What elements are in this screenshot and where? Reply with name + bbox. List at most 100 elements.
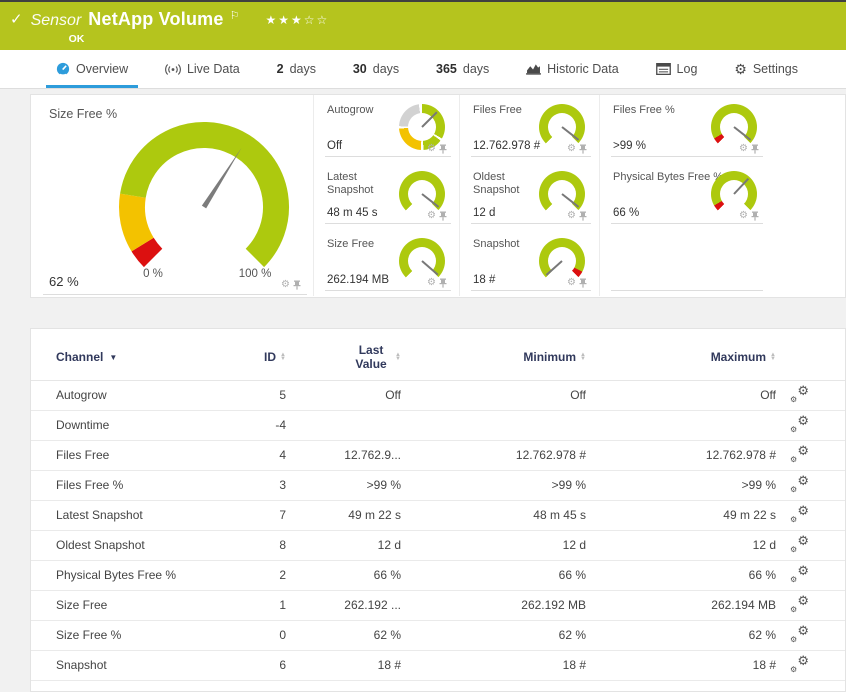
gauge-tile[interactable]: Oldest Snapshot 12 d ⚙ — [459, 162, 599, 229]
column-header-minimum[interactable]: Minimum ▲ ▼ — [523, 350, 586, 365]
column-header-id[interactable]: ID ▲ ▼ — [264, 350, 286, 365]
table-row: Files Free 4 12.762.9... 12.762.978 # 12… — [31, 441, 845, 471]
main-gauge-tile[interactable]: Size Free % 0 % 100 % 62 % ⚙ — [31, 95, 313, 297]
gear-icon[interactable]: ⚙ — [427, 210, 436, 221]
channel-gauge — [539, 171, 585, 217]
channels-table-panel: Channel ▼ ID ▲ ▼ Last Value ▲ ▼ Minimum ▲ ▼… — [30, 328, 846, 692]
channel-gauge — [711, 104, 757, 150]
cell-minimum: 18 # — [562, 658, 586, 673]
log-icon — [655, 63, 671, 75]
cell-maximum: 12.762.978 # — [705, 448, 776, 463]
cell-minimum: Off — [570, 388, 586, 403]
cell-maximum: >99 % — [741, 478, 776, 493]
cell-last-value: 262.192 ... — [344, 598, 401, 613]
cell-last-value: 62 % — [373, 628, 401, 643]
gauge-tile[interactable]: Physical Bytes Free % 66 % ⚙ — [599, 162, 845, 229]
cell-last-value: >99 % — [366, 478, 401, 493]
gear-icon[interactable]: ⚙ — [281, 279, 290, 290]
table-row: Autogrow 5 Off Off Off ⚙ ⚙ — [31, 381, 845, 411]
gauge-tile[interactable]: Size Free 262.194 MB ⚙ — [313, 229, 459, 296]
tab-settings[interactable]: ⚙ Settings — [734, 61, 798, 77]
gear-icon[interactable]: ⚙ — [739, 210, 748, 221]
sensor-kind-label: Sensor — [30, 12, 82, 29]
cell-channel: Files Free — [56, 448, 110, 463]
table-row: Physical Bytes Free % 2 66 % 66 % 66 % ⚙… — [31, 561, 845, 591]
gauge-tile[interactable]: Files Free 12.762.978 # ⚙ — [459, 95, 599, 162]
pin-icon[interactable] — [579, 211, 587, 221]
table-body: Autogrow 5 Off Off Off ⚙ ⚙ Downtime -4 ⚙… — [31, 381, 845, 681]
sensor-header: ✓ Sensor NetApp Volume ⚐ ★★★☆☆ OK — [0, 2, 846, 50]
channel-settings-icon[interactable]: ⚙ ⚙ — [790, 533, 809, 555]
tab-bar: Overview Live Data 2 days 30 days 365 da… — [0, 50, 846, 89]
tab-overview[interactable]: Overview — [46, 50, 139, 88]
gear-icon[interactable]: ⚙ — [567, 143, 576, 154]
cell-maximum: 62 % — [748, 628, 776, 643]
channel-settings-icon[interactable]: ⚙ ⚙ — [790, 473, 809, 495]
channel-settings-icon[interactable]: ⚙ ⚙ — [790, 383, 809, 405]
channel-settings-icon[interactable]: ⚙ ⚙ — [790, 413, 809, 435]
gauge-tile[interactable]: Files Free % >99 % ⚙ — [599, 95, 845, 162]
cell-last-value: 18 # — [377, 658, 401, 673]
cell-channel: Files Free % — [56, 478, 124, 493]
channel-settings-icon[interactable]: ⚙ ⚙ — [790, 623, 809, 645]
pin-icon[interactable] — [751, 211, 759, 221]
historic-icon — [526, 63, 542, 75]
main-gauge: 0 % 100 % — [119, 122, 289, 280]
tab-30-days[interactable]: 30 days — [352, 62, 400, 76]
cell-last-value: 12.762.9... — [344, 448, 401, 463]
pin-icon[interactable] — [751, 144, 759, 154]
pin-icon[interactable] — [293, 280, 301, 290]
tab-log[interactable]: Log — [646, 50, 708, 88]
channel-settings-icon[interactable]: ⚙ ⚙ — [790, 503, 809, 525]
column-header-maximum[interactable]: Maximum ▲ ▼ — [710, 350, 776, 365]
pin-icon[interactable] — [579, 278, 587, 288]
tab-historic-data[interactable]: Historic Data — [516, 50, 629, 88]
pin-icon[interactable] — [439, 278, 447, 288]
channel-settings-icon[interactable]: ⚙ ⚙ — [790, 653, 809, 675]
pin-icon[interactable] — [579, 144, 587, 154]
gear-icon[interactable]: ⚙ — [567, 210, 576, 221]
sensor-header-main: Sensor NetApp Volume ⚐ ★★★☆☆ OK — [31, 9, 330, 45]
tab-2-days[interactable]: 2 days — [276, 62, 316, 76]
cell-id: 5 — [279, 388, 286, 403]
cell-id: 8 — [279, 538, 286, 553]
priority-stars[interactable]: ★★★☆☆ — [265, 12, 330, 27]
pin-icon[interactable] — [439, 211, 447, 221]
cell-minimum: 262.192 MB — [521, 598, 586, 613]
cell-last-value: 49 m 22 s — [348, 508, 401, 523]
channel-gauge — [539, 104, 585, 150]
gear-icon[interactable]: ⚙ — [427, 277, 436, 288]
pin-icon[interactable] — [439, 144, 447, 154]
channel-settings-icon[interactable]: ⚙ ⚙ — [790, 443, 809, 465]
page-content: Size Free % 0 % 100 % 62 % ⚙ Autogrow Of… — [0, 89, 846, 692]
gauge-needle — [421, 260, 439, 276]
channel-settings-icon[interactable]: ⚙ ⚙ — [790, 593, 809, 615]
cell-id: 3 — [279, 478, 286, 493]
column-header-last-value[interactable]: Last Value ▲ ▼ — [355, 343, 401, 372]
cell-id: 6 — [279, 658, 286, 673]
main-gauge-value: 62 % — [49, 274, 79, 289]
cell-minimum: 48 m 45 s — [533, 508, 586, 523]
cell-maximum: 262.194 MB — [711, 598, 776, 613]
gauge-tile[interactable]: Latest Snapshot 48 m 45 s ⚙ — [313, 162, 459, 229]
sort-icon: ▲ ▼ — [580, 351, 586, 363]
gauge-tile[interactable]: Snapshot 18 # ⚙ — [459, 229, 599, 296]
channel-gauge — [711, 171, 757, 217]
cell-channel: Size Free — [56, 598, 108, 613]
gear-icon[interactable]: ⚙ — [567, 277, 576, 288]
channel-settings-icon[interactable]: ⚙ ⚙ — [790, 563, 809, 585]
tab-live-data[interactable]: Live Data — [155, 50, 250, 88]
gauge-tile[interactable]: Autogrow Off ⚙ — [313, 95, 459, 162]
gear-icon[interactable]: ⚙ — [739, 143, 748, 154]
channel-gauge — [399, 171, 445, 217]
flag-icon[interactable]: ⚐ — [229, 10, 240, 22]
cell-id: 1 — [279, 598, 286, 613]
gauge-max-label: 100 % — [239, 268, 272, 280]
cell-channel: Size Free % — [56, 628, 122, 643]
main-gauge-arcs — [119, 122, 289, 268]
table-row: Oldest Snapshot 8 12 d 12 d 12 d ⚙ ⚙ — [31, 531, 845, 561]
gear-icon[interactable]: ⚙ — [427, 143, 436, 154]
tab-365-days[interactable]: 365 days — [436, 62, 490, 76]
cell-maximum: 18 # — [752, 658, 776, 673]
column-header-channel[interactable]: Channel ▼ — [56, 350, 118, 365]
